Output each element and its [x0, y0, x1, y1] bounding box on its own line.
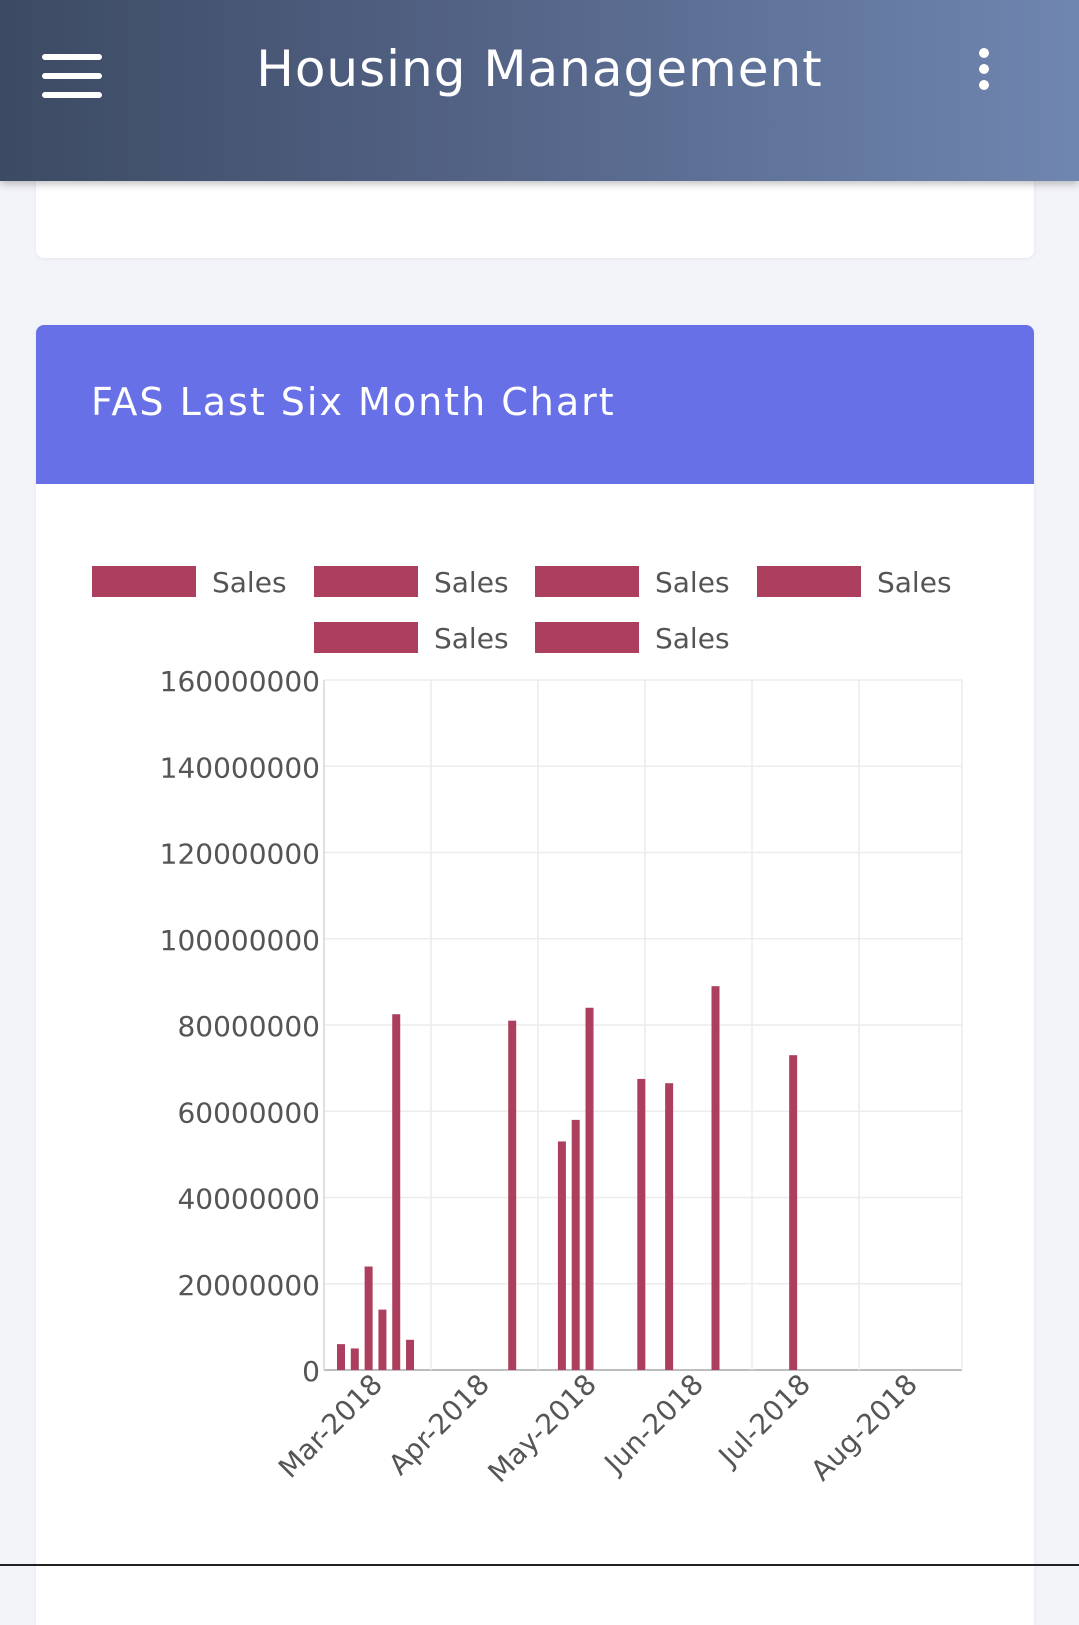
legend-label: Sales [434, 566, 509, 599]
bar-sales-3-0 [637, 1078, 646, 1370]
x-tick-label: May-2018 [481, 1368, 602, 1489]
sales-bar-chart: 0 20000000 40000000 60000000 80000000 1000000… [92, 566, 963, 1489]
bar-sales-0-1 [350, 1348, 359, 1370]
y-tick-label: 0 [302, 1355, 320, 1388]
x-tick-label: Apr-2018 [382, 1368, 496, 1482]
legend-swatch [535, 622, 639, 653]
y-tick-label: 20000000 [177, 1269, 320, 1302]
y-tick-label: 140000000 [160, 751, 320, 784]
screen-bottom-edge [0, 1564, 1079, 1566]
app-bar: Housing Management [0, 0, 1079, 181]
y-tick-label: 60000000 [177, 1096, 320, 1129]
legend-swatch [314, 566, 418, 597]
bar-sales-2-2 [585, 1007, 594, 1370]
card-more-options-icon[interactable] [985, 708, 1005, 744]
legend-label: Sales [434, 622, 509, 655]
menu-icon[interactable] [36, 50, 106, 102]
bar-sales-0-2 [364, 1266, 373, 1370]
x-tick-label: Jul-2018 [711, 1368, 817, 1474]
x-tick-label: Mar-2018 [272, 1368, 389, 1485]
bar-sales-0-4 [392, 1014, 401, 1370]
legend-swatch [92, 566, 196, 597]
bar-sales-0-0 [337, 1344, 345, 1370]
card-title: FAS Last Six Month Chart [91, 380, 616, 424]
card-header: FAS Last Six Month Chart [36, 325, 1034, 740]
y-tick-label: 120000000 [160, 838, 320, 871]
y-tick-label: 80000000 [177, 1010, 320, 1043]
more-options-icon[interactable] [974, 48, 994, 96]
bar-sales-0-3 [378, 1309, 387, 1370]
legend-swatch [535, 566, 639, 597]
legend-label: Sales [655, 566, 730, 599]
bar-sales-3-1 [665, 1083, 674, 1370]
legend-swatch [757, 566, 861, 597]
bar-sales-0-5 [406, 1339, 415, 1370]
x-tick-label: Jun-2018 [597, 1368, 710, 1481]
bar-sales-4-0 [711, 986, 720, 1370]
bar-sales-1-0 [508, 1020, 517, 1370]
y-tick-label: 100000000 [160, 924, 320, 957]
legend-swatch [314, 622, 418, 653]
x-tick-label: Aug-2018 [804, 1368, 924, 1488]
legend-label: Sales [212, 566, 287, 599]
y-tick-label: 40000000 [177, 1183, 320, 1216]
legend-label: Sales [877, 566, 952, 599]
chart-card: FAS Last Six Month Chart [36, 325, 1034, 1625]
legend-label: Sales [655, 622, 730, 655]
y-tick-label: 160000000 [160, 665, 320, 698]
bar-sales-2-0 [557, 1141, 566, 1370]
app-title: Housing Management [256, 40, 823, 98]
bar-sales-2-1 [571, 1119, 580, 1370]
bar-sales-5-0 [789, 1055, 798, 1370]
